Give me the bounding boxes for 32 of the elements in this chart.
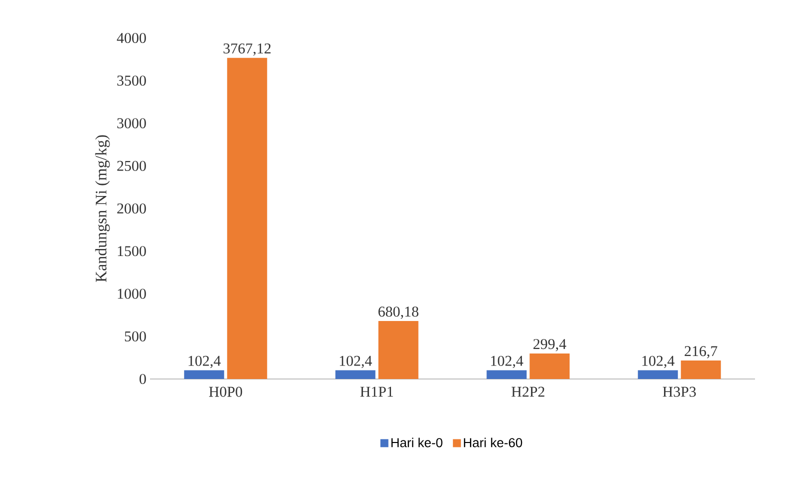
x-tick-label: H2P2 bbox=[512, 386, 544, 397]
bar bbox=[227, 58, 268, 379]
x-tick-label: H3P3 bbox=[662, 386, 696, 397]
data-label: 299,4 bbox=[533, 339, 566, 352]
y-axis-title: Kandungsn Ni (mg/kg) bbox=[95, 135, 110, 282]
y-tick-label: 1500 bbox=[118, 246, 146, 256]
data-label: 102,4 bbox=[491, 356, 524, 368]
bar bbox=[335, 370, 376, 379]
bar bbox=[378, 321, 418, 379]
data-label: 102,4 bbox=[642, 356, 674, 368]
bar bbox=[680, 360, 721, 379]
y-tick-label: 2500 bbox=[117, 160, 146, 171]
y-tick-label: 3000 bbox=[117, 118, 146, 128]
legend-label: Hari ke-0 bbox=[391, 438, 442, 448]
data-label: 216,7 bbox=[684, 346, 718, 358]
data-label: 680,18 bbox=[378, 306, 418, 319]
legend-label: Hari ke-60 bbox=[464, 438, 522, 448]
y-tick-label: 1000 bbox=[118, 288, 146, 299]
y-tick-label: 3500 bbox=[117, 76, 146, 86]
bar bbox=[486, 370, 527, 379]
x-tick-label: H1P1 bbox=[360, 386, 394, 397]
data-label: 102,4 bbox=[188, 356, 221, 368]
y-tick-label: 500 bbox=[124, 331, 146, 342]
bar bbox=[184, 370, 224, 379]
y-tick-label: 0 bbox=[140, 374, 146, 384]
bar bbox=[530, 353, 570, 379]
bar bbox=[638, 370, 678, 379]
data-label: 3767,12 bbox=[224, 43, 271, 56]
data-label: 102,4 bbox=[340, 356, 372, 368]
y-tick-label: 2000 bbox=[117, 203, 146, 214]
x-tick-label: H0P0 bbox=[209, 386, 242, 397]
y-tick-label: 4000 bbox=[116, 32, 146, 44]
